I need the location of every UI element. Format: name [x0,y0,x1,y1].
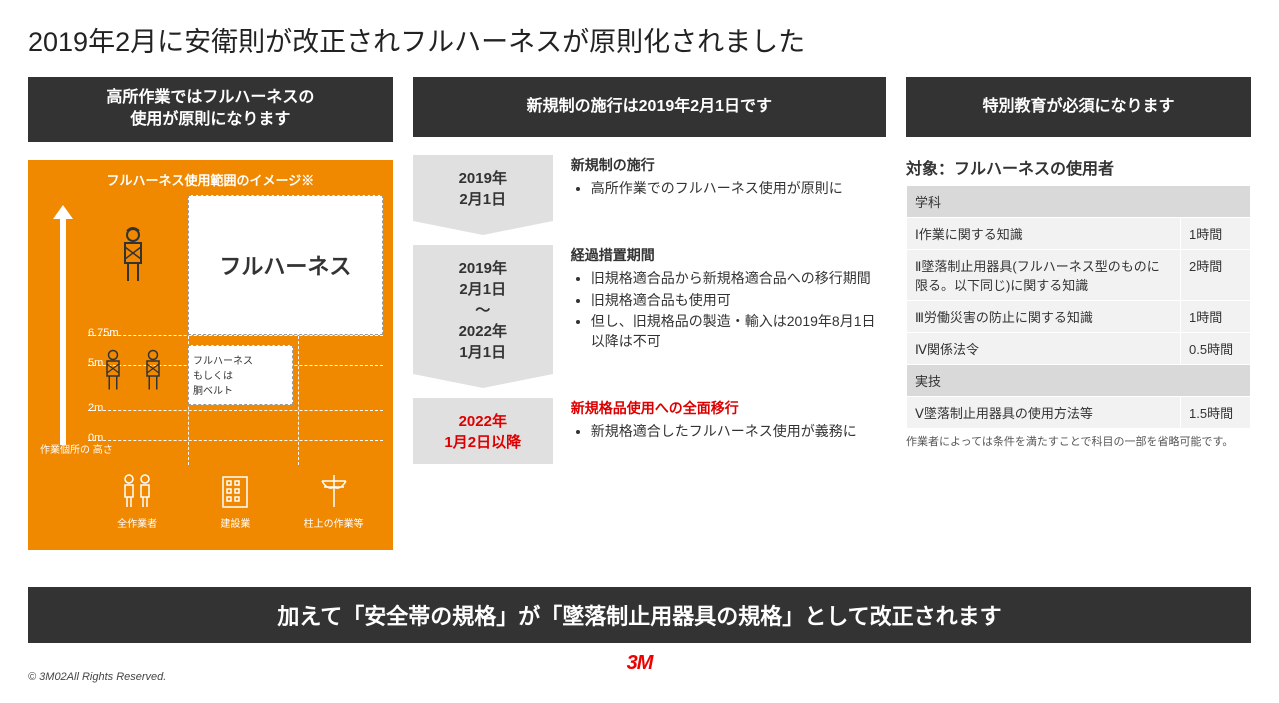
col1-header: 高所作業ではフルハーネスの 使用が原則になります [28,77,393,142]
y-5: 5m [88,357,103,369]
icon-all-workers: 全作業者 [97,471,177,530]
table-cell: Ⅱ墜落制止用器具(フルハーネス型のものに限る。以下同じ)に関する知識 [906,250,1180,301]
table-cell: Ⅳ関係法令 [906,333,1180,365]
big-zone: フルハーネス [188,195,383,335]
table-cell: Ⅰ作業に関する知識 [906,218,1180,250]
table-cell: 1.5時間 [1181,397,1251,429]
table-cell: 1時間 [1181,218,1251,250]
table-note: 作業者によっては条件を満たすことで科目の一部を省略可能です。 [906,435,1251,450]
worker-icon [138,345,168,395]
timeline-date: 2019年 2月1日 〜 2022年 1月1日 [413,245,553,374]
worker-icon [113,225,153,285]
diagram-title: フルハーネス使用範囲のイメージ※ [38,170,383,189]
worker-icon [98,345,128,395]
y-6-75: 6.75m [88,327,119,339]
table-title: 対象：フルハーネスの使用者 [906,155,1251,179]
timeline-date: 2019年 2月1日 [413,155,553,221]
table-cell: Ⅴ墜落制止用器具の使用方法等 [906,397,1180,429]
col3-header: 特別教育が必須になります [906,77,1251,137]
table-section: 学科 [906,186,1250,218]
page-title: 2019年2月に安衛則が改正されフルハーネスが原則化されました [28,20,1251,59]
logo-3m: 3M [627,652,653,675]
bottom-bar: 加えて「安全帯の規格」が「墜落制止用器具の規格」として改正されます [28,587,1251,643]
y-2: 2m [88,402,103,414]
timeline-date: 2022年 1月2日以降 [413,398,553,464]
col2-header: 新規制の施行は2019年2月1日です [413,77,886,137]
table-section: 実技 [906,365,1250,397]
y-axis-label: 作業個所の 高さ [40,445,113,457]
education-table: 学科Ⅰ作業に関する知識1時間Ⅱ墜落制止用器具(フルハーネス型のものに限る。以下同… [906,185,1251,429]
timeline-body: 新規制の施行高所作業でのフルハーネス使用が原則に [571,155,886,201]
table-cell: 0.5時間 [1181,333,1251,365]
table-cell: 2時間 [1181,250,1251,301]
icon-construction: 建設業 [195,471,275,530]
timeline: 2019年 2月1日新規制の施行高所作業でのフルハーネス使用が原則に 2019年 … [413,155,886,474]
icon-pole: 柱上の作業等 [294,471,374,530]
timeline-body: 新規格品使用への全面移行新規格適合したフルハーネス使用が義務に [571,398,886,444]
copyright: © 3M02All Rights Reserved. [28,671,166,683]
timeline-body: 経過措置期間旧規格適合品から新規格適合品への移行期間旧規格適合品も使用可但し、旧… [571,245,886,353]
small-zone: フルハーネス もしくは 胴ベルト [188,345,293,405]
up-arrow-icon [53,205,73,445]
harness-diagram: フルハーネス使用範囲のイメージ※ フルハーネス フルハーネス もしくは 胴ベルト… [28,160,393,550]
table-cell: 1時間 [1181,301,1251,333]
table-cell: Ⅲ労働災害の防止に関する知識 [906,301,1180,333]
y-0: 0m [88,432,103,444]
